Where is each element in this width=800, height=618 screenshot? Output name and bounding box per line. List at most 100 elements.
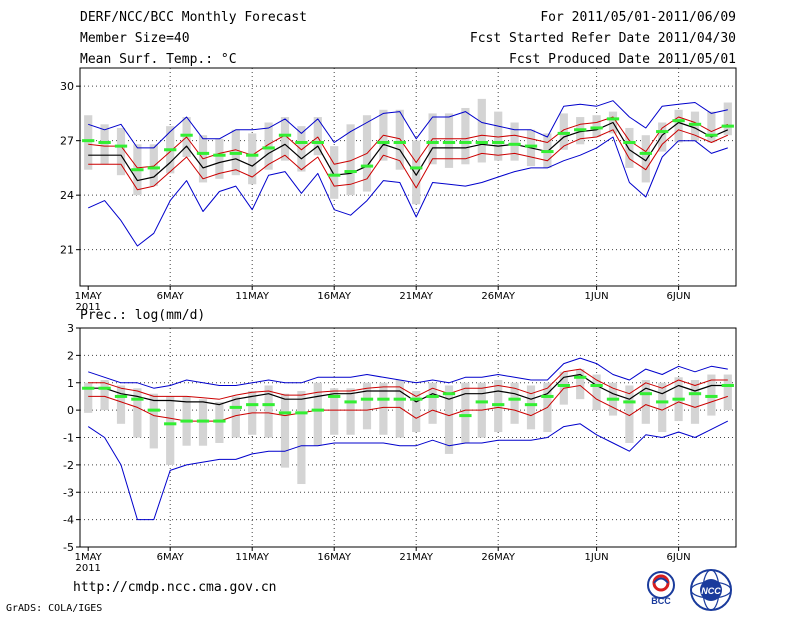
temperature-ensemble-box [313,117,322,156]
temperature-x-tick-label: 6JUN [667,291,691,302]
temperature-ensemble-box [674,109,683,143]
precipitation-ensemble-box [133,388,142,438]
precipitation-marker [213,419,226,423]
temperature-ensemble-box [330,146,339,199]
precipitation-ensemble-box [625,385,634,443]
footer-url[interactable]: http://cmdp.ncc.cma.gov.cn [73,580,277,595]
temperature-marker [656,130,669,134]
temperature-marker [131,168,144,172]
precipitation-marker [164,422,177,426]
precipitation-ensemble-box [84,382,93,413]
precipitation-marker [672,397,685,401]
temperature-marker [705,133,718,137]
precipitation-y-tick-label: -1 [63,432,74,445]
temperature-ensemble-box [100,124,109,165]
temperature-marker [147,166,160,170]
temperature-x-tick-label: 26MAY [481,291,515,302]
precipitation-marker [459,414,472,418]
temperature-x-tick-label: 6MAY [157,291,185,302]
temperature-marker [442,140,456,144]
precipitation-ensemble-box [510,382,519,424]
temperature-marker [672,119,685,123]
temperature-y-tick-label: 24 [60,189,74,202]
precipitation-x-tick-label: 1JUN [585,552,609,563]
precipitation-marker [426,394,439,398]
precipitation-marker [131,397,144,401]
temperature-ensemble-min-line [87,136,728,247]
precipitation-y-tick-label: -3 [63,486,74,499]
precipitation-y-tick-label: -5 [63,541,74,554]
precipitation-marker [541,394,554,398]
precipitation-y-tick-label: -2 [63,459,74,472]
precipitation-ensemble-box [461,382,470,443]
precipitation-marker [557,383,570,387]
temperature-x-year-label: 2011 [75,302,100,313]
chart-title: DERF/NCC/BCC Monthly Forecast [80,10,307,25]
temperature-ensemble-box [625,127,634,168]
temperature-marker [114,144,128,148]
temperature-marker [557,131,570,135]
precipitation-x-tick-label: 16MAY [317,552,351,563]
precipitation-ensemble-box [264,385,273,438]
temperature-marker [606,117,620,121]
temperature-ensemble-box [690,111,700,141]
temperature-marker [311,140,324,144]
temperature-marker [180,133,193,137]
precipitation-marker [475,400,488,404]
temperature-ensemble-box [149,144,158,187]
precipitation-x-year-label: 2011 [75,563,100,574]
precipitation-marker [82,386,95,390]
temperature-ensemble-box [658,122,667,152]
temperature-marker [213,153,226,157]
precipitation-ensemble-box [592,374,601,411]
temperature-marker [196,151,210,155]
temperature-marker [278,133,292,137]
temperature-marker [574,128,587,132]
temperature-marker [393,140,406,144]
temperature-marker [688,122,702,126]
temperature-marker [164,148,177,152]
precipitation-y-tick-label: 0 [67,404,74,417]
temperature-x-tick-label: 1MAY [75,291,103,302]
precipitation-x-tick-label: 11MAY [235,552,269,563]
temperature-marker [721,124,734,128]
fcst-start-date: Fcst Started Refer Date 2011/04/30 [469,31,736,46]
precipitation-ensemble-box [526,385,536,430]
precipitation-marker [442,392,456,396]
header-right: For 2011/05/01-2011/06/09 Fcst Started R… [470,8,736,71]
grads-credit: GrADS: COLA/IGES [6,603,103,614]
temperature-marker [360,164,374,168]
precipitation-marker [295,411,308,415]
temperature-spread-upper-line [88,116,729,169]
precipitation-marker [262,403,275,407]
precipitation-marker [278,411,292,415]
temperature-ensemble-box [264,122,273,170]
precipitation-marker [410,397,423,401]
precipitation-marker [328,394,341,398]
precipitation-ensemble-box [116,385,126,424]
precipitation-ensemble-max-line [88,357,728,389]
precipitation-marker [606,397,620,401]
temperature-ensemble-box [641,135,650,183]
precipitation-ensemble-box [428,382,437,424]
precipitation-marker [656,400,669,404]
temperature-ensemble-box [444,113,454,168]
precipitation-marker [344,400,357,404]
precipitation-marker [114,394,128,398]
precipitation-marker [147,408,160,412]
precipitation-x-tick-label: 26MAY [481,552,515,563]
precipitation-marker [524,403,538,407]
precipitation-ensemble-box [444,385,454,454]
precipitation-marker [590,383,603,387]
precipitation-marker [574,375,587,379]
precipitation-x-tick-label: 6JUN [667,552,691,563]
precipitation-y-tick-label: -4 [63,514,74,527]
precipitation-ensemble-box [346,388,355,435]
precipitation-ensemble-box [658,382,667,433]
precipitation-marker [311,408,324,412]
temperature-x-tick-label: 1JUN [585,291,609,302]
precipitation-marker [688,392,702,396]
fcst-produced-date: Fcst Produced Date 2011/05/01 [509,52,736,67]
precipitation-ensemble-box [395,380,404,438]
precipitation-ensemble-box [379,382,388,435]
